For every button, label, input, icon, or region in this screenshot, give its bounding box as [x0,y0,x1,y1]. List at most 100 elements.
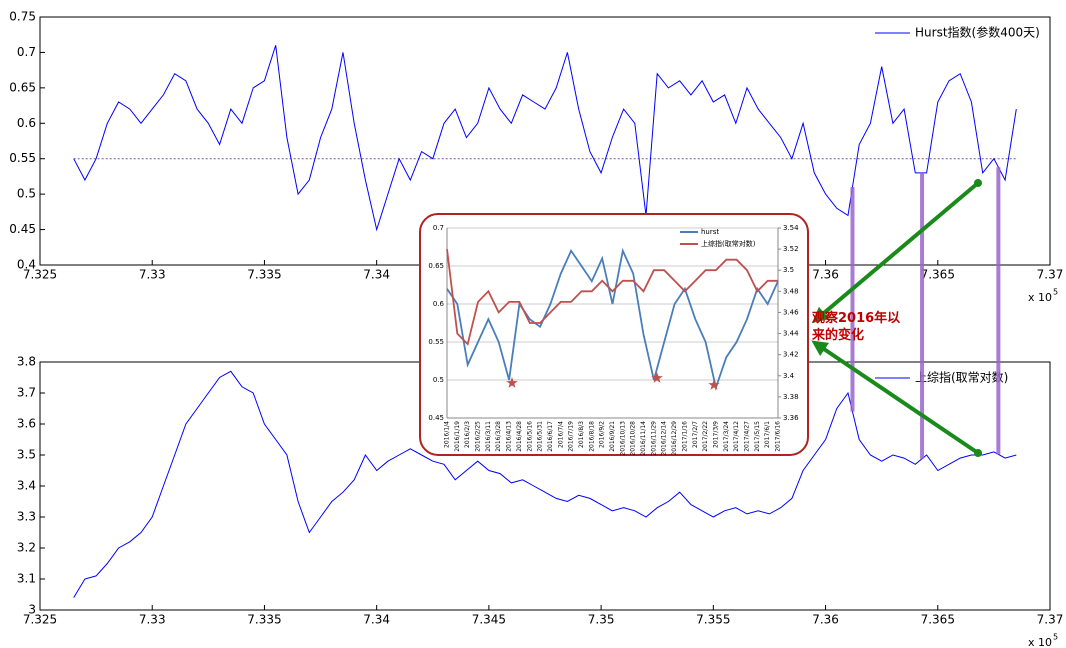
y-tick-label: 3.6 [17,417,36,431]
y-tick-label: 3.5 [17,448,36,462]
y-tick-label: 0.55 [428,338,444,346]
x-tick-label: 7.355 [696,613,730,627]
x-tick-label: 2016/1/4 [444,421,451,448]
x-tick-label: 2017/5/15 [754,421,761,452]
y-tick-label: 3.8 [17,355,36,369]
y-tick-label: 0.45 [9,222,36,236]
arrow [811,340,980,455]
x-tick-label: 2017/2/22 [702,421,709,452]
y2-tick-label: 3.38 [783,393,799,401]
y-tick-label: 0.7 [17,45,36,59]
y-tick-label: 0.55 [9,151,36,165]
x-tick-label: 7.33 [139,613,166,627]
series-line [73,370,1017,598]
y-tick-label: 0.7 [433,224,444,232]
x-tick-label: 2017/6/16 [775,421,782,452]
x-tick-label: 2016/12/14 [661,421,668,456]
x-tick-label: 7.36 [812,613,839,627]
y-tick-label: 0.4 [17,258,36,272]
y2-tick-label: 3.52 [783,245,799,253]
x-tick-label: 2017/4/12 [733,421,740,452]
annotations [811,179,982,457]
y-tick-label: 0.5 [433,376,444,384]
x-tick-label: 7.35 [588,613,615,627]
inset-chart: 0.45 0.5 0.55 0.6 0.65 0.7 3.36 3.38 3.4 3.42 3.44… [419,213,809,456]
y-tick-label: 0.6 [17,116,36,130]
x-tick-label: 7.325 [23,268,57,282]
x-tick-label: 2016/3/11 [485,421,492,452]
inset-frame [419,213,809,456]
y-tick-label: 3.1 [17,572,36,586]
y2-tick-label: 3.36 [783,414,799,422]
y-tick-label: 0.45 [428,414,444,422]
x-tick-label: 2016/3/28 [495,421,502,452]
arrow-dot [974,179,982,187]
y-tick-label: 3 [28,603,36,617]
y-tick-label: 0.75 [9,10,36,24]
x-tick-label: 2016/2/25 [475,421,482,452]
x-multiplier: x 10 [1028,636,1052,648]
x-exponent: 5 [1053,633,1058,642]
x-multiplier: x 10 [1028,291,1052,304]
x-tick-label: 2016/5/31 [537,421,544,452]
y2-tick-label: 3.54 [783,224,799,232]
x-tick-label: 2016/5/16 [526,421,533,452]
x-tick-label: 2016/11/14 [640,421,647,456]
series-line [446,248,778,346]
x-tick-label: 2016/6/17 [547,421,554,452]
x-tick-label: 2016/2/3 [464,421,471,448]
y-tick-label: 3.2 [17,541,36,555]
legend-label: 上综指(取常对数) [701,239,756,248]
legend-label: 上综指(取常对数) [915,370,1008,385]
y-tick-label: 0.65 [9,80,36,94]
series-line [446,247,779,391]
x-tick-label: 2017/3/24 [723,421,730,452]
annotation: 观察2016年以来的变化 [812,311,901,343]
x-tick-label: 2016/10/28 [630,421,637,456]
x-tick-label: 7.335 [247,613,281,627]
y-tick-label: 3.3 [17,510,36,524]
x-tick-label: 7.37 [1037,613,1064,627]
x-tick-label: 2016/7/4 [557,421,564,448]
x-tick-label: 2017/1/16 [681,421,688,452]
x-tick-label: 7.36 [812,268,839,282]
x-tick-label: 7.34 [363,268,390,282]
x-tick-label: 2016/1/19 [454,421,461,452]
y-tick-label: 0.6 [433,300,445,308]
arrow [811,181,980,324]
y-tick-label: 0.65 [428,262,444,270]
x-tick-label: 2016/7/19 [568,421,575,452]
x-tick-label: 2017/6/1 [764,421,771,448]
x-tick-label: 2017/4/27 [743,421,750,452]
y2-tick-label: 3.48 [783,287,799,295]
y-tick-label: 0.5 [17,187,36,201]
x-tick-label: 7.34 [363,613,390,627]
y2-tick-label: 3.4 [783,372,795,380]
x-tick-label: 2016/12/29 [671,421,678,456]
x-tick-label: 7.325 [23,613,57,627]
x-tick-label: 2017/3/9 [712,421,719,448]
x-tick-label: 7.345 [472,613,506,627]
y2-tick-label: 3.46 [783,308,799,316]
x-tick-label: 7.37 [1037,268,1064,282]
legend-label: Hurst指数(参数400天) [915,25,1040,40]
y-tick-label: 3.7 [17,386,36,400]
x-tick-label: 2016/4/28 [516,421,523,452]
x-exponent: 5 [1053,288,1058,297]
x-tick-label: 2016/10/13 [619,421,626,456]
series-line [73,45,1017,232]
legend-label: hurst [701,228,719,236]
arrow-dot [974,449,982,457]
x-tick-label: 2016/4/13 [506,421,513,452]
x-tick-label: 2017/2/7 [692,421,699,448]
x-tick-label: 2016/11/29 [650,421,657,456]
x-tick-label: 2016/8/18 [588,421,595,452]
x-tick-label: 2016/8/3 [578,421,585,448]
x-tick-label: 7.365 [921,268,955,282]
x-tick-label: 2016/9/2 [599,421,606,448]
y2-tick-label: 3.44 [783,330,799,338]
x-tick-label: 2016/9/21 [609,421,616,452]
x-tick-label: 7.365 [921,613,955,627]
y2-tick-label: 3.42 [783,351,799,359]
